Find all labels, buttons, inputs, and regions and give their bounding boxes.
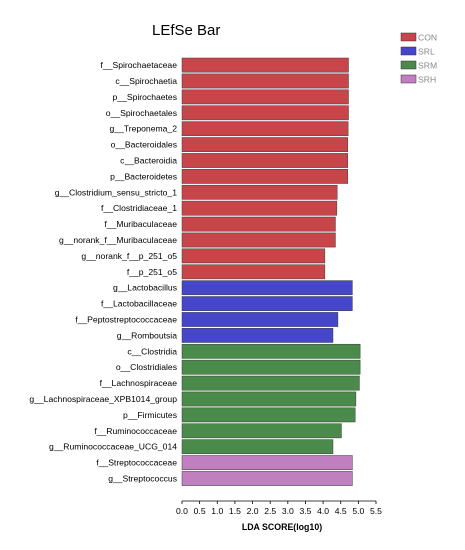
bar — [181, 216, 336, 232]
bar — [181, 455, 353, 470]
taxon-label: f__Spirochaetaceae — [101, 60, 178, 70]
bar — [181, 375, 360, 391]
x-tick-label: 5.0 — [352, 506, 364, 516]
taxon-label: g__Lactobacillus — [113, 283, 177, 293]
taxon-label: p__Bacteroidetes — [110, 171, 177, 181]
bar — [181, 232, 336, 248]
x-tick-label: 4.0 — [317, 506, 329, 516]
taxon-label: g__Clostridium_sensu_stricto_1 — [55, 187, 178, 197]
taxon-label: g__Streptococcus — [108, 474, 177, 484]
legend-swatch — [400, 46, 417, 56]
x-axis-label: LDA SCORE(log10) — [242, 522, 322, 532]
bar — [181, 137, 349, 152]
taxon-label: o__Clostridiales — [116, 362, 177, 372]
bar — [181, 105, 349, 121]
legend-label: CON — [418, 33, 437, 43]
bar — [181, 280, 353, 296]
x-tick-label: 2.0 — [247, 506, 259, 516]
bar — [181, 312, 339, 327]
legend-label: SRM — [418, 61, 437, 71]
taxon-label: c__Spirochaetia — [115, 76, 177, 86]
x-axis: 0.0 0.5 1.0 1.5 2.0 2.5 3.0 3.5 4.0 4.5 5.0 5.5 — [176, 500, 382, 516]
bar — [181, 439, 334, 455]
x-tick-label: 0.0 — [176, 506, 188, 516]
bar — [181, 73, 349, 89]
bar — [181, 423, 342, 439]
bar — [181, 471, 353, 486]
bar — [181, 264, 326, 280]
bar — [181, 89, 349, 105]
taxon-label: c__Bacteroidia — [120, 156, 177, 166]
taxon-label: f__Peptostreptococcaceae — [75, 315, 177, 325]
bar — [181, 57, 349, 73]
bar — [181, 248, 326, 264]
legend-label: SRL — [418, 47, 435, 57]
bar — [181, 121, 349, 137]
x-tick-label: 3.5 — [299, 506, 311, 516]
bar — [181, 184, 338, 200]
bar — [181, 296, 353, 311]
x-tick-label: 1.0 — [211, 506, 223, 516]
bar — [181, 328, 334, 343]
taxon-label: p__Spirochaetes — [113, 92, 178, 102]
bars — [181, 57, 361, 486]
taxon-label: g__norank_f__p_251_o5 — [81, 251, 177, 261]
taxon-label: p__Firmicutes — [123, 410, 177, 420]
taxon-label: g__Lachnospiraceae_XPB1014_group — [29, 394, 177, 404]
bar — [181, 343, 361, 359]
legend-label: SRH — [418, 75, 436, 85]
bar — [181, 359, 361, 375]
legend: CON SRL SRM SRH — [400, 32, 437, 85]
taxon-label: f__Clostridiaceae_1 — [101, 203, 177, 213]
x-tick-label: 5.5 — [370, 506, 382, 516]
taxon-label: f__Lachnospiraceae — [100, 378, 178, 388]
taxon-label: f__p_251_o5 — [127, 267, 177, 277]
x-tick-label: 3.0 — [282, 506, 294, 516]
x-tick-label: 2.5 — [264, 506, 276, 516]
x-tick-label: 4.5 — [335, 506, 347, 516]
bar — [181, 407, 356, 423]
taxon-label: c__Clostridia — [127, 346, 177, 356]
taxon-label: f__Lactobacillaceae — [101, 299, 177, 309]
bar — [181, 200, 338, 216]
taxon-label: g__Ruminococcaceae_UCG_014 — [49, 442, 177, 452]
taxon-label: o__Bacteroidales — [111, 140, 177, 150]
taxon-label: f__Muribaculaceae — [104, 219, 177, 229]
taxon-label: g__norank_f__Muribaculaceae — [59, 235, 177, 245]
chart-title: LEfSe Bar — [152, 22, 220, 39]
taxon-label: f__Streptococcaceae — [96, 458, 177, 468]
bar — [181, 153, 349, 168]
taxon-label: o__Spirochaetales — [106, 108, 177, 118]
taxon-label: g__Treponema_2 — [109, 124, 177, 134]
x-tick-label: 0.5 — [194, 506, 206, 516]
legend-swatch — [400, 74, 417, 84]
x-tick-label: 1.5 — [229, 506, 241, 516]
legend-swatch — [400, 32, 417, 42]
bar — [181, 169, 349, 184]
taxon-label: g__Romboutsia — [117, 330, 177, 340]
taxon-label: f__Ruminococcaceae — [94, 426, 177, 436]
legend-swatch — [400, 60, 417, 70]
taxon-labels: f__Spirochaetaceae c__Spirochaetia p__Spir… — [29, 60, 177, 483]
bar — [181, 391, 357, 407]
